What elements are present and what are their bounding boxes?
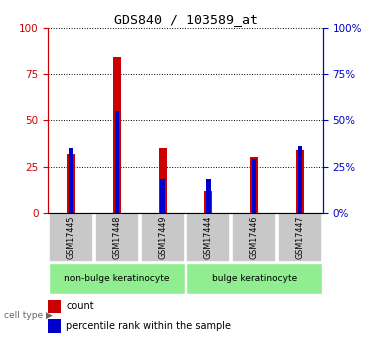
Bar — [250, 157, 258, 213]
Bar — [67, 154, 75, 213]
Text: percentile rank within the sample: percentile rank within the sample — [66, 321, 231, 331]
Bar — [48, 319, 60, 333]
Title: GDS840 / 103589_at: GDS840 / 103589_at — [114, 13, 257, 27]
Bar — [113, 57, 121, 213]
Bar — [252, 159, 256, 213]
Text: bulge keratinocyte: bulge keratinocyte — [211, 274, 297, 283]
Bar — [95, 213, 139, 262]
Bar — [160, 179, 165, 213]
Text: GSM17444: GSM17444 — [204, 216, 213, 259]
Bar — [48, 299, 60, 313]
Text: GSM17445: GSM17445 — [67, 215, 76, 259]
Bar — [232, 213, 276, 262]
Text: GSM17449: GSM17449 — [158, 215, 167, 259]
Bar — [49, 263, 185, 294]
Bar — [69, 148, 73, 213]
Bar — [115, 111, 119, 213]
Bar — [204, 190, 213, 213]
Bar — [298, 146, 302, 213]
Bar — [278, 213, 322, 262]
Text: GSM17447: GSM17447 — [295, 215, 304, 259]
Bar — [158, 148, 167, 213]
Text: GSM17446: GSM17446 — [250, 216, 259, 259]
Bar — [296, 150, 304, 213]
Bar — [141, 213, 185, 262]
Text: GSM17448: GSM17448 — [112, 216, 121, 259]
Text: non-bulge keratinocyte: non-bulge keratinocyte — [64, 274, 170, 283]
Bar — [49, 213, 93, 262]
Bar — [206, 179, 211, 213]
Text: count: count — [66, 301, 94, 311]
Bar — [186, 213, 230, 262]
Text: cell type ▶: cell type ▶ — [4, 311, 53, 320]
Bar — [186, 263, 322, 294]
